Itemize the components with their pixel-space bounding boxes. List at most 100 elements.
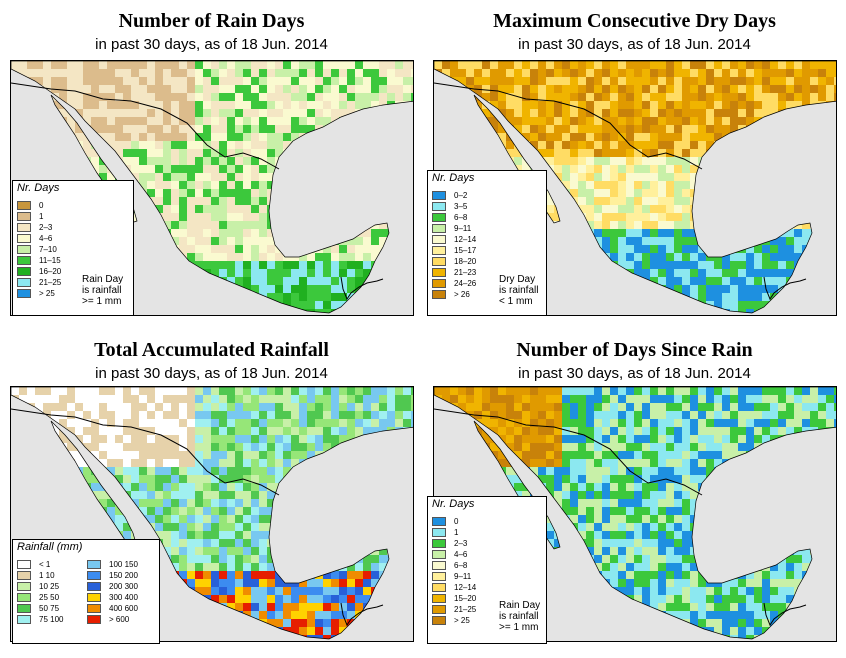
legend-swatch (432, 268, 446, 277)
guatemala-border (763, 276, 807, 301)
legend-swatch (432, 605, 446, 614)
legend-swatch (17, 593, 31, 602)
baja-coastline (473, 420, 561, 550)
legend-label: 1 (454, 528, 459, 537)
legend-title: Nr. Days (432, 172, 475, 184)
panel-subtitle: in past 30 days, as of 18 Jun. 2014 (95, 36, 328, 53)
legend-swatch (17, 234, 31, 243)
legend-swatch (432, 539, 446, 548)
legend-label: 21–25 (454, 605, 477, 614)
legend-title: Rainfall (mm) (17, 541, 83, 553)
legend-rain-days: Nr. Days 0 1 2–3 4–6 7–10 11–15 16–20 21–25 > 25 (12, 180, 134, 316)
legend-swatch (17, 289, 31, 298)
legend-total-rainfall: Rainfall (mm) < 1 1 10 10 25 25 50 50 75 75 1… (12, 539, 160, 644)
legend-label: 6–8 (454, 213, 468, 222)
legend-swatch (432, 279, 446, 288)
panel-rain-days: Number of Rain Days in past 30 days, as … (0, 0, 423, 329)
legend-label: 21–25 (39, 278, 62, 287)
note-line: >= 1 mm (82, 296, 122, 307)
legend-label: > 26 (454, 290, 470, 299)
legend-label: 25 50 (39, 593, 60, 602)
guatemala-border (763, 602, 807, 627)
legend-swatch (432, 257, 446, 266)
legend-swatch (432, 572, 446, 581)
legend-label: 2–3 (454, 539, 468, 548)
legend-label: 200 300 (109, 582, 138, 591)
guatemala-border (340, 602, 384, 627)
legend-swatch (432, 235, 446, 244)
legend-label: 6–8 (454, 561, 468, 570)
note-line: Dry Day (499, 274, 536, 285)
legend-label: 0–2 (454, 191, 468, 200)
baja-coastline (50, 94, 138, 224)
legend-swatch (432, 290, 446, 299)
legend-swatch (17, 201, 31, 210)
legend-title: Nr. Days (17, 182, 60, 194)
legend-label: 0 (454, 517, 459, 526)
note-line: Rain Day (82, 274, 124, 285)
legend-label: 10 25 (39, 582, 60, 591)
legend-label: 100 150 (109, 560, 138, 569)
legend-swatch (432, 202, 446, 211)
coastline (434, 61, 836, 314)
legend-swatch (432, 550, 446, 559)
legend-days-since-rain: Nr. Days 0 1 2–3 4–6 6–8 9–11 12–14 15–20 21–25 >… (427, 496, 547, 644)
legend-label: 11–15 (39, 256, 61, 265)
legend-swatch (432, 616, 446, 625)
note-line: >= 1 mm (499, 622, 539, 633)
note-dry-day: Dry Day is rainfall < 1 mm (499, 274, 538, 307)
legend-label: 75 100 (39, 615, 64, 624)
legend-swatch (87, 571, 101, 580)
legend-label: < 1 (39, 560, 51, 569)
legend-label: 0 (39, 201, 44, 210)
legend-label: 15–20 (454, 594, 477, 603)
legend-label: 7–10 (39, 245, 57, 254)
us-border (11, 408, 280, 496)
baja-coastline (473, 94, 561, 224)
panel-title: Total Accumulated Rainfall (94, 339, 329, 361)
panel-subtitle: in past 30 days, as of 18 Jun. 2014 (95, 365, 328, 382)
legend-label: 9–11 (454, 224, 472, 233)
legend-label: 4–6 (39, 234, 53, 243)
legend-swatch (87, 560, 101, 569)
panel-subtitle: in past 30 days, as of 18 Jun. 2014 (518, 36, 751, 53)
legend-swatch (17, 245, 31, 254)
legend-swatch (432, 528, 446, 537)
note-line: is rainfall (499, 285, 539, 296)
legend-swatch (432, 224, 446, 233)
legend-swatch (432, 191, 446, 200)
legend-label: 15–17 (454, 246, 477, 255)
panel-title: Number of Rain Days (118, 10, 305, 32)
legend-swatch (17, 571, 31, 580)
legend-label: 300 400 (109, 593, 138, 602)
legend-label: 2–3 (39, 223, 53, 232)
legend-swatch (432, 561, 446, 570)
legend-swatch (432, 246, 446, 255)
legend-label: 12–14 (454, 235, 477, 244)
legend-label: 4–6 (454, 550, 468, 559)
legend-swatch (17, 582, 31, 591)
panel-max-dry-days: Maximum Consecutive Dry Days in past 30 … (423, 0, 846, 329)
guatemala-border (340, 276, 384, 301)
legend-label: 16–20 (39, 267, 62, 276)
note-line: is rainfall (82, 285, 122, 296)
panel-total-rainfall: Total Accumulated Rainfall in past 30 da… (0, 329, 423, 658)
legend-swatch (17, 604, 31, 613)
coastline (11, 387, 413, 640)
note-line: is rainfall (499, 611, 539, 622)
panel-title: Maximum Consecutive Dry Days (493, 10, 776, 32)
legend-swatch (87, 593, 101, 602)
note-rain-day: Rain Day is rainfall >= 1 mm (499, 600, 540, 633)
legend-max-dry-days: Nr. Days 0–2 3–5 6–8 9–11 12–14 15–17 18–20 21–… (427, 170, 547, 316)
legend-label: 3–5 (454, 202, 468, 211)
note-line: < 1 mm (499, 296, 533, 307)
legend-swatch (17, 223, 31, 232)
legend-swatch (432, 594, 446, 603)
legend-label: 1 10 (39, 571, 55, 580)
legend-label: > 600 (109, 615, 130, 624)
legend-label: 21–23 (454, 268, 477, 277)
legend-label: 24–26 (454, 279, 477, 288)
legend-swatch (87, 582, 101, 591)
note-rain-day: Rain Day is rainfall >= 1 mm (82, 274, 123, 307)
us-border (434, 408, 703, 496)
